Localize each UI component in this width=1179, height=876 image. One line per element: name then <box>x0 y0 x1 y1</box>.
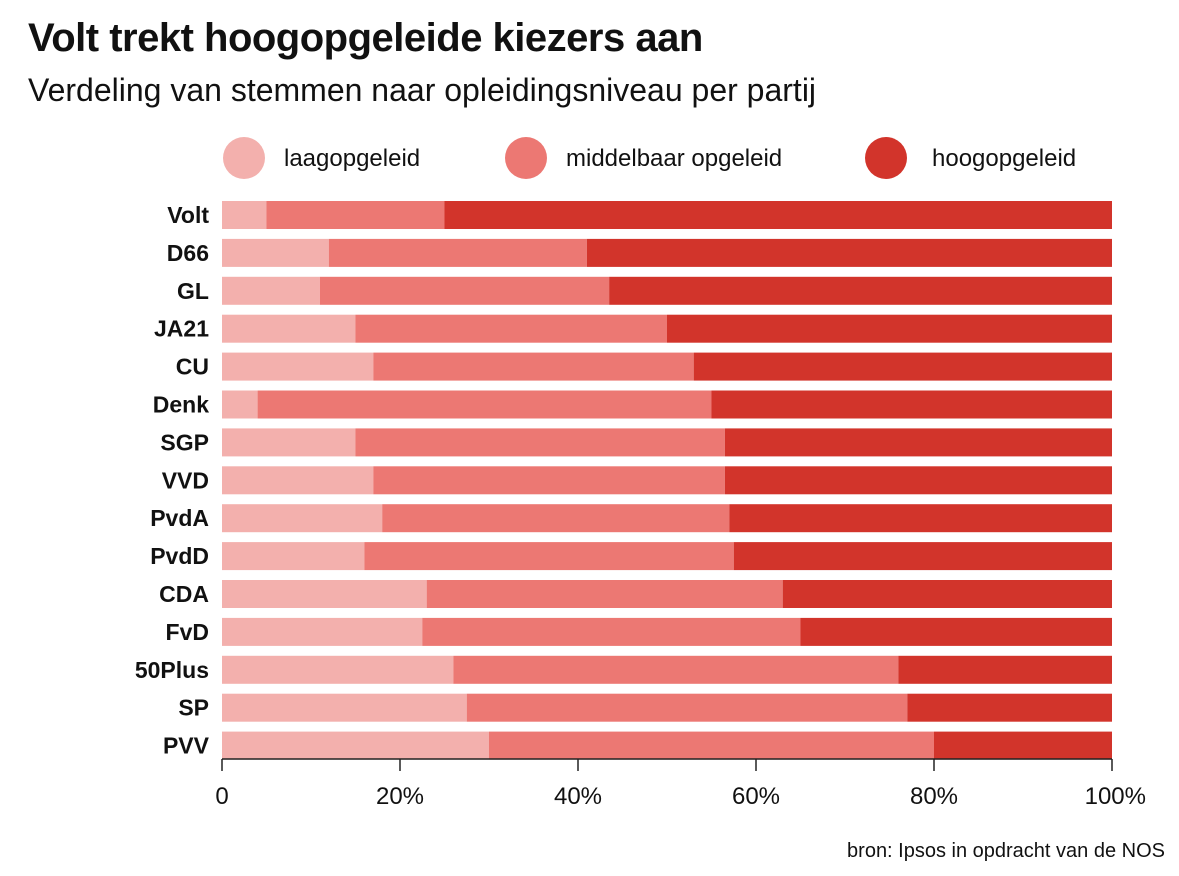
bar-fvd-laagopgeleid <box>222 617 423 646</box>
category-label-pvdd: PvdD <box>150 543 209 569</box>
bar-volt-middelbaar-opgeleid <box>266 201 445 229</box>
bar-sp-middelbaar-opgeleid <box>466 693 908 722</box>
bar-ja21-middelbaar-opgeleid <box>355 314 667 343</box>
bar-cu-middelbaar-opgeleid <box>373 352 694 381</box>
bar-pvv-laagopgeleid <box>222 731 489 760</box>
category-label-cu: CU <box>176 354 209 380</box>
bar-cda-hoogopgeleid <box>782 580 1112 608</box>
bar-vvd-middelbaar-opgeleid <box>373 466 725 495</box>
category-label-50plus: 50Plus <box>135 657 209 683</box>
bar-denk-hoogopgeleid <box>711 390 1112 419</box>
category-label-vvd: VVD <box>162 467 209 493</box>
bar-pvv-hoogopgeleid <box>934 731 1112 760</box>
bar-50plus-middelbaar-opgeleid <box>453 655 899 684</box>
bar-cda-laagopgeleid <box>222 580 427 608</box>
category-label-gl: GL <box>177 278 209 304</box>
legend-label-hoogopgeleid: hoogopgeleid <box>932 145 1076 172</box>
bar-volt-hoogopgeleid <box>444 201 1112 229</box>
bar-sp-laagopgeleid <box>222 693 467 722</box>
legend-label-laagopgeleid: laagopgeleid <box>284 145 420 172</box>
x-tick-label-0: 0 <box>215 783 228 810</box>
bar-pvdd-laagopgeleid <box>222 542 365 571</box>
category-label-denk: Denk <box>153 392 209 418</box>
x-axis: 0 20% 40% 60% 80% 100% <box>215 758 1146 810</box>
category-label-pvv: PVV <box>163 733 210 759</box>
bar-denk-laagopgeleid <box>222 390 258 419</box>
category-labels: Volt D66 GL JA21 CU Denk SGP VVD PvdA PvdD CDA FvD 5… <box>135 202 210 759</box>
bar-pvda-laagopgeleid <box>222 504 383 533</box>
bar-pvv-middelbaar-opgeleid <box>489 731 934 760</box>
category-label-pvda: PvdA <box>150 505 209 531</box>
chart-title: Volt trekt hoogopgeleide kiezers aan <box>28 16 703 60</box>
legend-swatch-laagopgeleid <box>223 137 265 179</box>
bar-fvd-middelbaar-opgeleid <box>422 617 801 646</box>
x-tick-label-2: 40% <box>554 783 602 810</box>
bar-d66-middelbaar-opgeleid <box>328 238 587 267</box>
bar-pvdd-hoogopgeleid <box>733 542 1112 571</box>
bar-cu-laagopgeleid <box>222 352 374 381</box>
legend: laagopgeleid middelbaar opgeleid hoogopgel… <box>223 137 1076 179</box>
bar-cda-middelbaar-opgeleid <box>426 580 783 608</box>
bar-d66-hoogopgeleid <box>586 238 1112 267</box>
category-label-ja21: JA21 <box>154 316 209 342</box>
bar-gl-laagopgeleid <box>222 276 320 305</box>
bar-vvd-hoogopgeleid <box>724 466 1112 495</box>
category-label-d66: D66 <box>167 240 209 266</box>
legend-label-middelbaar-opgeleid: middelbaar opgeleid <box>566 145 782 172</box>
bar-pvda-hoogopgeleid <box>729 504 1112 533</box>
bar-d66-laagopgeleid <box>222 238 329 267</box>
bar-ja21-laagopgeleid <box>222 314 356 343</box>
bar-vvd-laagopgeleid <box>222 466 374 495</box>
legend-swatch-middelbaar-opgeleid <box>505 137 547 179</box>
bar-gl-hoogopgeleid <box>609 276 1112 305</box>
category-label-volt: Volt <box>167 202 209 228</box>
source-note: bron: Ipsos in opdracht van de NOS <box>847 840 1165 862</box>
bar-50plus-laagopgeleid <box>222 655 454 684</box>
bar-sp-hoogopgeleid <box>907 693 1112 722</box>
category-label-sp: SP <box>178 695 209 721</box>
category-label-fvd: FvD <box>166 619 209 645</box>
bar-50plus-hoogopgeleid <box>898 655 1112 684</box>
category-label-sgp: SGP <box>160 429 209 455</box>
bar-denk-middelbaar-opgeleid <box>257 390 712 419</box>
bar-ja21-hoogopgeleid <box>667 314 1112 343</box>
bars <box>222 201 1112 760</box>
category-label-cda: CDA <box>159 581 209 607</box>
chart-subtitle: Verdeling van stemmen naar opleidingsniv… <box>28 72 817 108</box>
x-tick-label-5: 100% <box>1085 783 1146 810</box>
bar-pvdd-middelbaar-opgeleid <box>364 542 734 571</box>
x-tick-label-3: 60% <box>732 783 780 810</box>
bar-fvd-hoogopgeleid <box>800 617 1112 646</box>
bar-cu-hoogopgeleid <box>693 352 1112 381</box>
x-tick-label-1: 20% <box>376 783 424 810</box>
bar-pvda-middelbaar-opgeleid <box>382 504 730 533</box>
bar-sgp-laagopgeleid <box>222 428 356 457</box>
bar-sgp-middelbaar-opgeleid <box>355 428 725 457</box>
x-tick-label-4: 80% <box>910 783 958 810</box>
bar-sgp-hoogopgeleid <box>724 428 1112 457</box>
bar-gl-middelbaar-opgeleid <box>319 276 610 305</box>
bar-volt-laagopgeleid <box>222 201 267 229</box>
legend-swatch-hoogopgeleid <box>865 137 907 179</box>
